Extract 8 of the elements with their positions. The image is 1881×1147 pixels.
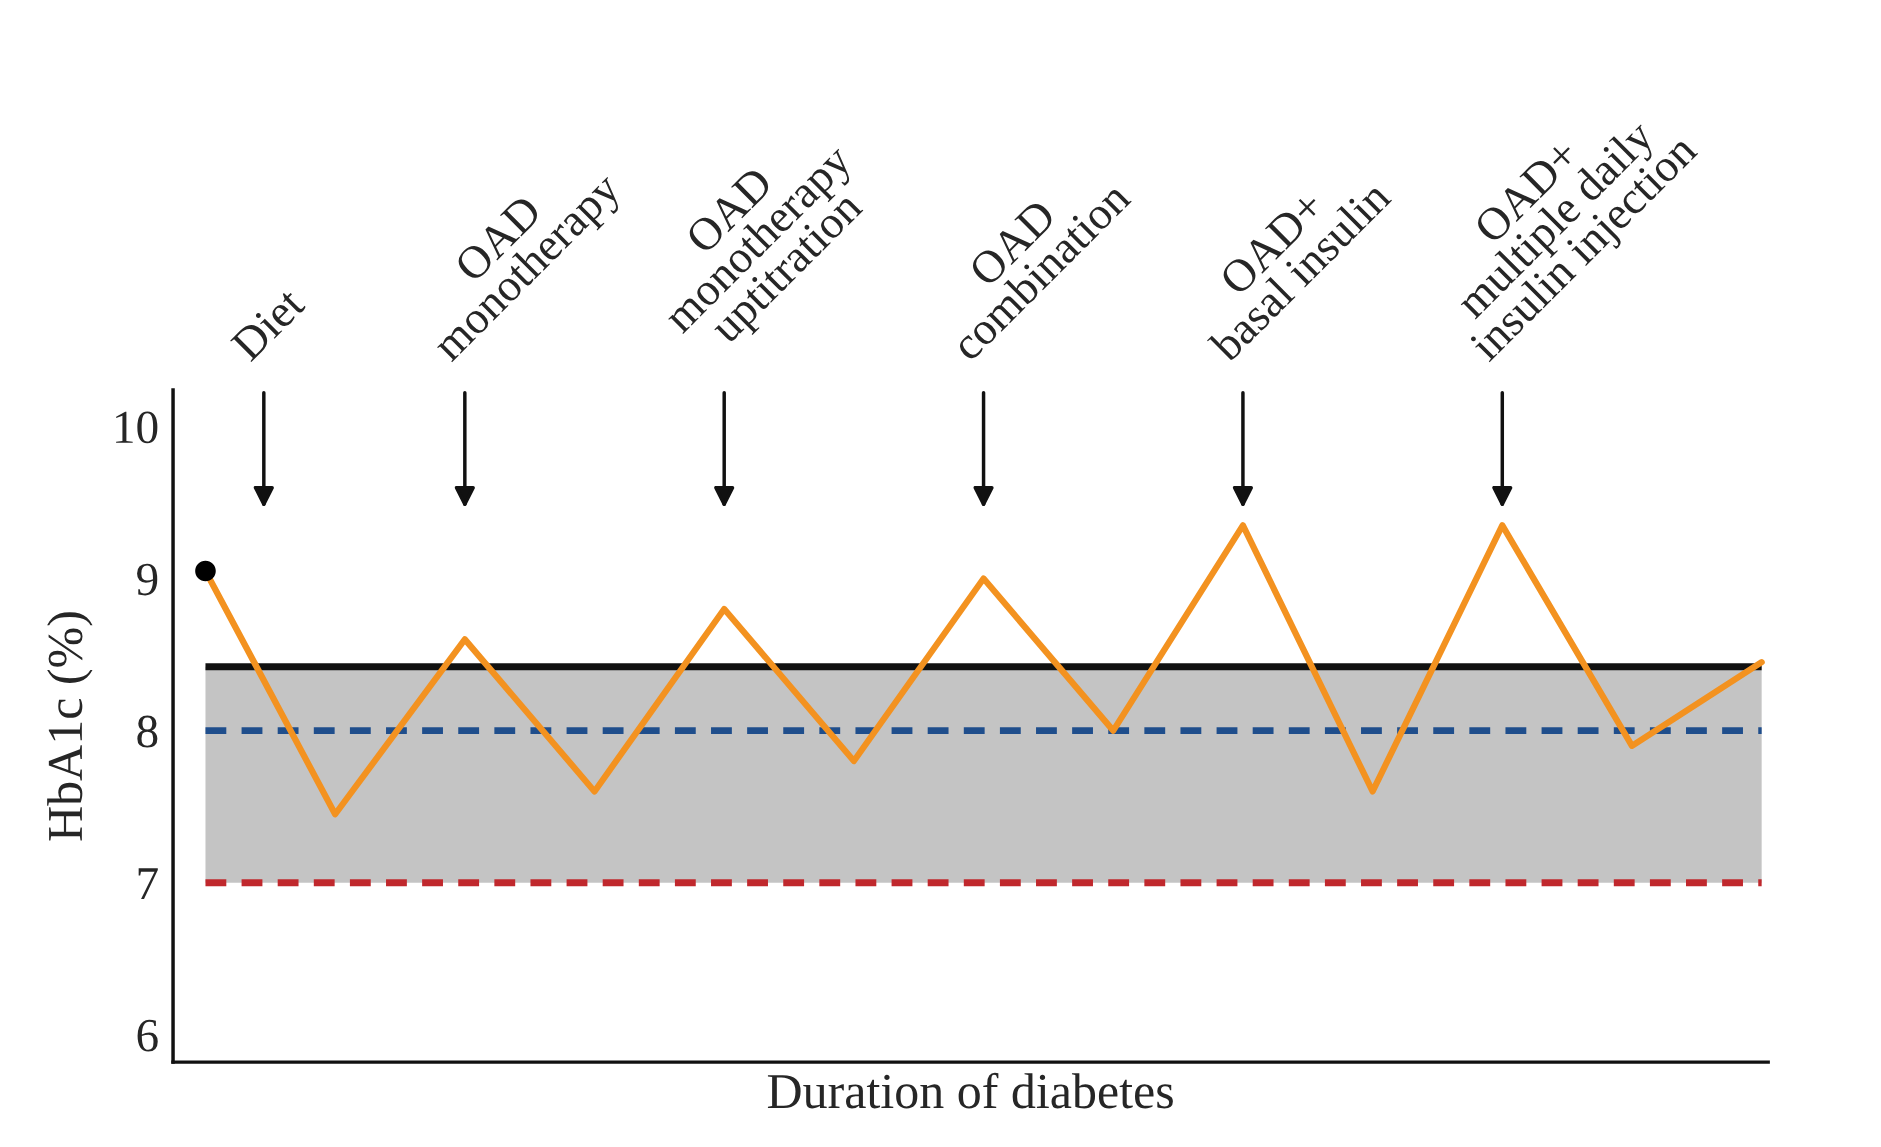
y-axis-title: HbA1c (%) [47, 612, 93, 841]
y-tick-label: 8 [137, 715, 158, 748]
y-tick-label: 6 [137, 1019, 158, 1052]
x-axis-title: Duration of diabetes [767, 1072, 1173, 1109]
text: Diet [229, 285, 307, 363]
y-tick-label: 10 [116, 411, 158, 444]
y-tick-label: 9 [137, 563, 158, 596]
y-tick-label: 7 [138, 868, 158, 900]
